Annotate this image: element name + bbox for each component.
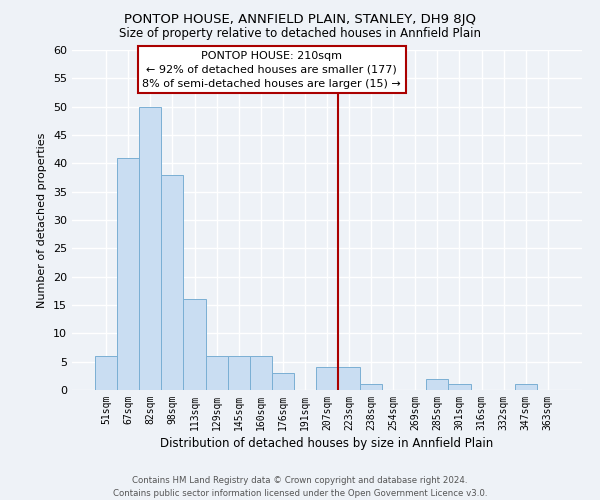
Text: Size of property relative to detached houses in Annfield Plain: Size of property relative to detached ho… [119, 28, 481, 40]
Text: PONTOP HOUSE: 210sqm
← 92% of detached houses are smaller (177)
8% of semi-detac: PONTOP HOUSE: 210sqm ← 92% of detached h… [142, 51, 401, 89]
Bar [272, 373, 294, 390]
Bar [227, 356, 250, 390]
Bar [316, 368, 338, 390]
Bar [161, 174, 184, 390]
Text: Contains HM Land Registry data © Crown copyright and database right 2024.
Contai: Contains HM Land Registry data © Crown c… [113, 476, 487, 498]
Bar [139, 106, 161, 390]
Bar [117, 158, 139, 390]
Bar [95, 356, 117, 390]
Bar [338, 368, 360, 390]
X-axis label: Distribution of detached houses by size in Annfield Plain: Distribution of detached houses by size … [160, 437, 494, 450]
Bar [427, 378, 448, 390]
Text: PONTOP HOUSE, ANNFIELD PLAIN, STANLEY, DH9 8JQ: PONTOP HOUSE, ANNFIELD PLAIN, STANLEY, D… [124, 12, 476, 26]
Bar [184, 300, 206, 390]
Bar [515, 384, 537, 390]
Bar [448, 384, 470, 390]
Bar [206, 356, 227, 390]
Bar [360, 384, 382, 390]
Bar [250, 356, 272, 390]
Y-axis label: Number of detached properties: Number of detached properties [37, 132, 47, 308]
